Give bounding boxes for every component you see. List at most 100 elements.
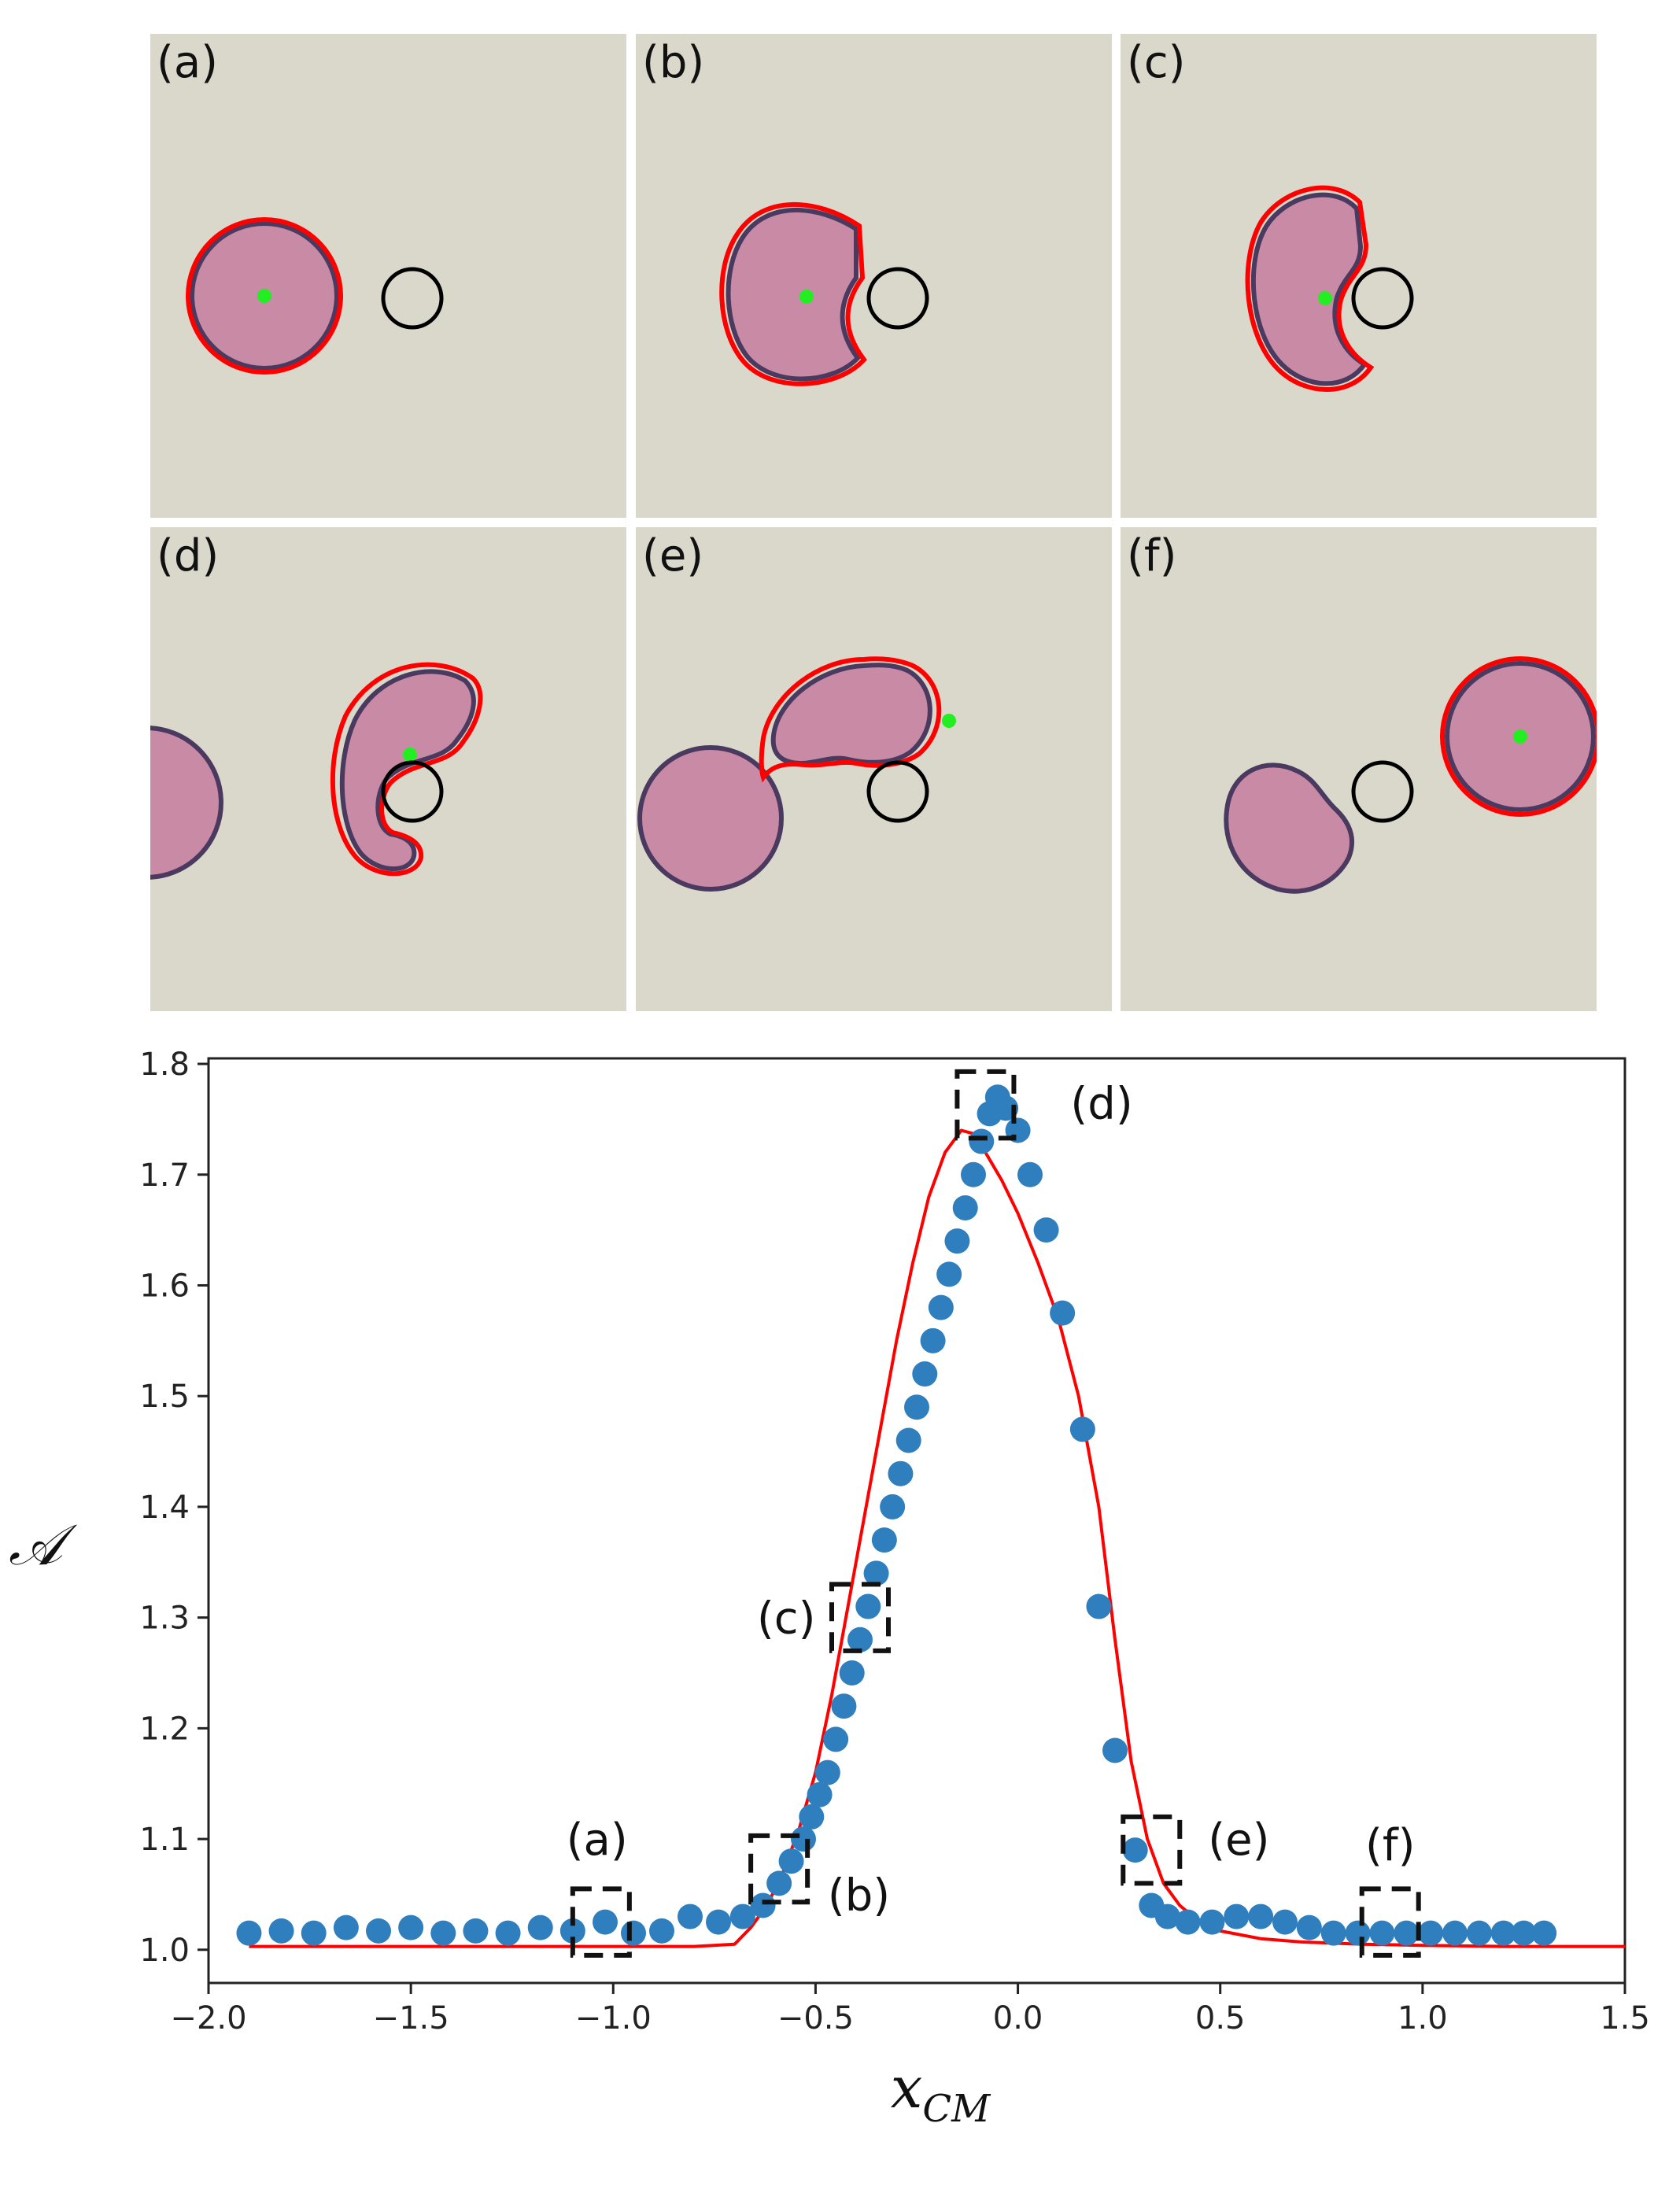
neighbor-droplet — [637, 745, 784, 892]
data-point — [1442, 1920, 1468, 1946]
data-point — [920, 1327, 946, 1353]
data-point — [1320, 1920, 1346, 1946]
x-tick-label: 1.5 — [1600, 2000, 1650, 2036]
centroid-marker — [1318, 291, 1332, 305]
annotations: (a) (b) (c) (d) (e) (f) — [567, 1069, 1421, 1958]
droplet — [339, 669, 476, 872]
data-point — [1369, 1920, 1395, 1946]
neighbor-droplet — [150, 726, 223, 880]
droplet-contour — [1245, 185, 1375, 392]
data-point — [1466, 1920, 1492, 1946]
annotation-label: (e) — [1208, 1815, 1269, 1866]
data-point — [729, 1903, 755, 1929]
data-point — [847, 1627, 873, 1652]
droplet-contour — [186, 217, 343, 375]
droplet — [726, 208, 861, 382]
annotation-label: (b) — [828, 1870, 890, 1921]
fit-line — [249, 1128, 1625, 1948]
droplet-contour — [330, 662, 483, 877]
panel-label: (d) — [157, 530, 220, 582]
y-tick-label: 1.5 — [139, 1379, 190, 1415]
data-point — [559, 1918, 585, 1944]
data-point — [863, 1560, 889, 1586]
x-tick-label: 1.0 — [1398, 2000, 1448, 2036]
data-point — [928, 1294, 954, 1320]
panel-b: (b) — [636, 34, 1112, 518]
panel-a-image — [186, 217, 444, 375]
y-tick-label: 1.0 — [139, 1933, 190, 1969]
panel-label: (f) — [1127, 530, 1177, 582]
obstacle-circle — [381, 267, 444, 330]
y-tick-label: 1.8 — [139, 1047, 190, 1083]
data-point — [1017, 1161, 1043, 1187]
data-point — [855, 1593, 881, 1619]
data-point — [944, 1228, 970, 1254]
fit-line-series — [249, 1128, 1625, 1948]
data-point — [1033, 1217, 1059, 1243]
y-tick-label: 1.1 — [139, 1822, 190, 1858]
data-point — [1531, 1920, 1557, 1946]
panel-f: (f) — [1121, 527, 1597, 1011]
x-tick-label: −0.5 — [777, 2000, 854, 2036]
plot-axes — [207, 1057, 1626, 1985]
panel-d-image — [150, 662, 483, 880]
centroid-marker — [257, 289, 271, 303]
obstacle-circle — [866, 760, 929, 823]
annotation-label: (c) — [757, 1593, 815, 1645]
panel-b-image — [719, 201, 929, 386]
data-point — [527, 1915, 553, 1940]
axis-ticks: −2.0 −1.5 −1.0 −0.5 0.0 0.5 1.0 1.5 1.0 1.1 1.2 1.3… — [139, 1047, 1649, 2036]
data-point — [1199, 1909, 1225, 1935]
panel-label: (b) — [642, 37, 705, 88]
data-point — [593, 1909, 618, 1935]
panel-e-image — [637, 656, 956, 892]
data-point — [398, 1915, 424, 1940]
annotation-box — [954, 1069, 1017, 1141]
panel-c-image — [1245, 185, 1414, 392]
data-point — [961, 1161, 986, 1187]
x-tick-label: −2.0 — [170, 2000, 246, 2036]
panel-e: (e) — [636, 527, 1112, 1011]
panel-label: (c) — [1127, 37, 1186, 88]
data-point — [1069, 1416, 1095, 1442]
data-point — [301, 1920, 327, 1946]
centroid-marker — [799, 290, 814, 304]
data-point — [1296, 1915, 1322, 1940]
annotation-label: (f) — [1365, 1820, 1415, 1871]
data-point — [1224, 1903, 1250, 1929]
data-point — [807, 1782, 833, 1807]
x-axis-label-main: x — [891, 2055, 923, 2121]
annotation-box — [829, 1582, 891, 1653]
obstacle-circle — [381, 760, 444, 823]
data-point — [463, 1918, 489, 1944]
annotation-box — [1121, 1814, 1183, 1886]
y-tick-label: 1.2 — [139, 1711, 190, 1747]
panel-a: (a) — [150, 34, 626, 518]
data-point — [1418, 1920, 1444, 1946]
panel-c: (c) — [1121, 34, 1597, 518]
x-tick-label: 0.5 — [1195, 2000, 1246, 2036]
data-point — [1345, 1920, 1371, 1946]
annotation-label: (a) — [567, 1815, 628, 1866]
obstacle-circle — [866, 267, 929, 330]
data-point — [366, 1918, 391, 1944]
data-point — [333, 1915, 359, 1940]
data-point — [895, 1427, 921, 1453]
data-point — [1154, 1903, 1180, 1929]
annotation-box — [570, 1886, 632, 1958]
annotation-box — [1359, 1886, 1421, 1958]
neighbor-droplet — [1224, 762, 1354, 894]
data-point — [750, 1892, 776, 1918]
data-point — [831, 1693, 857, 1719]
data-point — [1102, 1737, 1128, 1763]
panel-label: (a) — [157, 37, 219, 88]
centroid-marker — [942, 714, 956, 728]
data-point — [969, 1128, 995, 1154]
x-tick-label: −1.0 — [575, 2000, 652, 2036]
data-point — [430, 1920, 456, 1946]
droplet-contour — [719, 201, 867, 386]
data-point — [236, 1920, 262, 1946]
data-point — [1050, 1300, 1076, 1326]
data-point — [1272, 1909, 1298, 1935]
panel-label: (e) — [642, 530, 704, 582]
